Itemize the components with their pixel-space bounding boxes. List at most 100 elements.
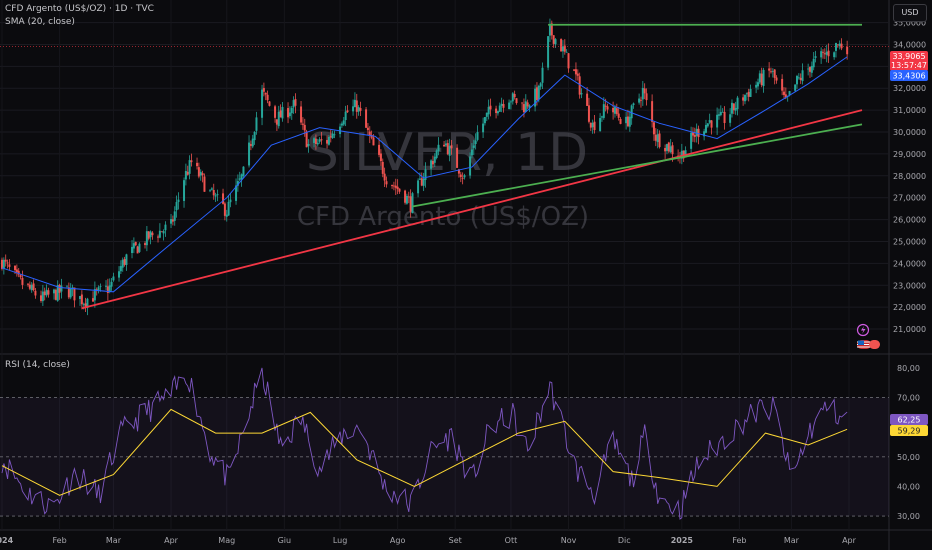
- candle-body: [225, 214, 228, 217]
- candle-body: [782, 91, 785, 95]
- candle-body: [693, 134, 696, 137]
- candle-body: [547, 36, 550, 68]
- price-tick-label: 32,0000: [893, 84, 926, 93]
- candle-body: [691, 132, 694, 136]
- candle-body: [158, 230, 161, 238]
- candle-body: [482, 123, 485, 133]
- rsi-tick-label: 40,00: [897, 482, 920, 491]
- candle-body: [56, 285, 59, 301]
- candle-body: [357, 106, 360, 112]
- candle-body: [303, 124, 306, 131]
- candle-body: [327, 136, 330, 145]
- candle-body: [528, 105, 531, 108]
- candle-body: [14, 265, 17, 271]
- candle-body: [665, 144, 668, 151]
- candle-body: [346, 110, 349, 113]
- candle-body: [196, 162, 199, 167]
- sma-badge: 33,4306: [890, 70, 928, 81]
- candle-body: [223, 203, 226, 216]
- candle-body: [472, 145, 475, 148]
- candle-body: [541, 67, 544, 83]
- candle-body: [669, 146, 672, 153]
- candle-body: [604, 105, 607, 107]
- candle-body: [550, 23, 553, 36]
- candle-body: [32, 283, 35, 291]
- candle-body: [123, 259, 126, 265]
- candle-body: [275, 119, 278, 125]
- candle-body: [73, 287, 76, 301]
- candle-body: [717, 114, 720, 116]
- candle-body: [469, 156, 472, 176]
- candle-body: [578, 76, 581, 95]
- candle-body: [58, 284, 61, 293]
- candle-body: [147, 231, 150, 239]
- candle-body: [222, 193, 225, 204]
- sma-value: 33,4306: [892, 72, 925, 81]
- candle-body: [79, 296, 82, 299]
- drawings[interactable]: [0, 23, 889, 310]
- candle-body: [801, 70, 804, 82]
- candle-body: [8, 264, 11, 267]
- price-tick-label: 22,0000: [893, 303, 926, 312]
- candle-body: [496, 111, 499, 114]
- candle-body: [160, 231, 163, 233]
- candle-body: [164, 224, 167, 231]
- candle-body: [684, 150, 687, 158]
- candle-body: [756, 82, 759, 87]
- candle-body: [66, 285, 69, 287]
- candle-body: [682, 150, 685, 159]
- sma-legend[interactable]: SMA (20, close): [5, 17, 75, 27]
- time-tick-label: Nov: [561, 536, 577, 545]
- candle-body: [710, 120, 713, 128]
- candle-body: [797, 77, 800, 79]
- candle-body: [279, 110, 282, 118]
- candle-body: [41, 291, 44, 302]
- symbol-title[interactable]: CFD Argento (US$/OZ) · 1D · TVC: [5, 4, 154, 14]
- time-tick-label: 2025: [671, 536, 694, 545]
- candle-body: [34, 290, 37, 296]
- candle-body: [268, 101, 271, 106]
- rsi-legend[interactable]: RSI (14, close): [5, 360, 70, 370]
- candle-body: [138, 243, 141, 252]
- candle-body: [586, 93, 589, 106]
- candle-body: [626, 116, 629, 127]
- candle-body: [53, 289, 56, 294]
- candle-body: [264, 92, 267, 95]
- candle-body: [255, 117, 258, 131]
- candle-body: [836, 44, 839, 46]
- price-tick-label: 21,0000: [893, 325, 926, 334]
- rsi-tick-label: 70,00: [897, 394, 920, 403]
- candle-body: [290, 107, 293, 114]
- candle-body: [307, 143, 310, 147]
- candle-body: [769, 71, 772, 73]
- candle-body: [15, 269, 18, 273]
- candle-body: [511, 93, 514, 102]
- candle-body: [664, 147, 667, 152]
- candle-body: [392, 185, 395, 187]
- time-tick-label: Apr: [164, 536, 179, 545]
- rsi-line: [1, 367, 848, 520]
- candle-body: [177, 199, 180, 203]
- candle-body: [398, 188, 401, 192]
- candle-body: [762, 69, 765, 87]
- candle-body: [443, 144, 446, 147]
- candle-body: [560, 39, 563, 52]
- candle-body: [552, 35, 555, 44]
- us-flag-icon[interactable]: [857, 340, 880, 349]
- candle-body: [719, 111, 722, 116]
- candle-body: [539, 83, 542, 87]
- time-tick-label: Dic: [618, 536, 631, 545]
- time-tick-label: 2024: [0, 536, 14, 545]
- candles: [1, 18, 849, 316]
- price-tick-label: 35,0000: [893, 19, 926, 28]
- candle-body: [485, 112, 488, 117]
- time-tick-label: Feb: [732, 536, 746, 545]
- candle-body: [671, 145, 674, 155]
- candle-body: [110, 281, 113, 287]
- candle-body: [47, 290, 50, 295]
- lightning-icon[interactable]: [856, 323, 870, 337]
- currency-button[interactable]: USD: [893, 4, 927, 22]
- candle-body: [240, 174, 243, 180]
